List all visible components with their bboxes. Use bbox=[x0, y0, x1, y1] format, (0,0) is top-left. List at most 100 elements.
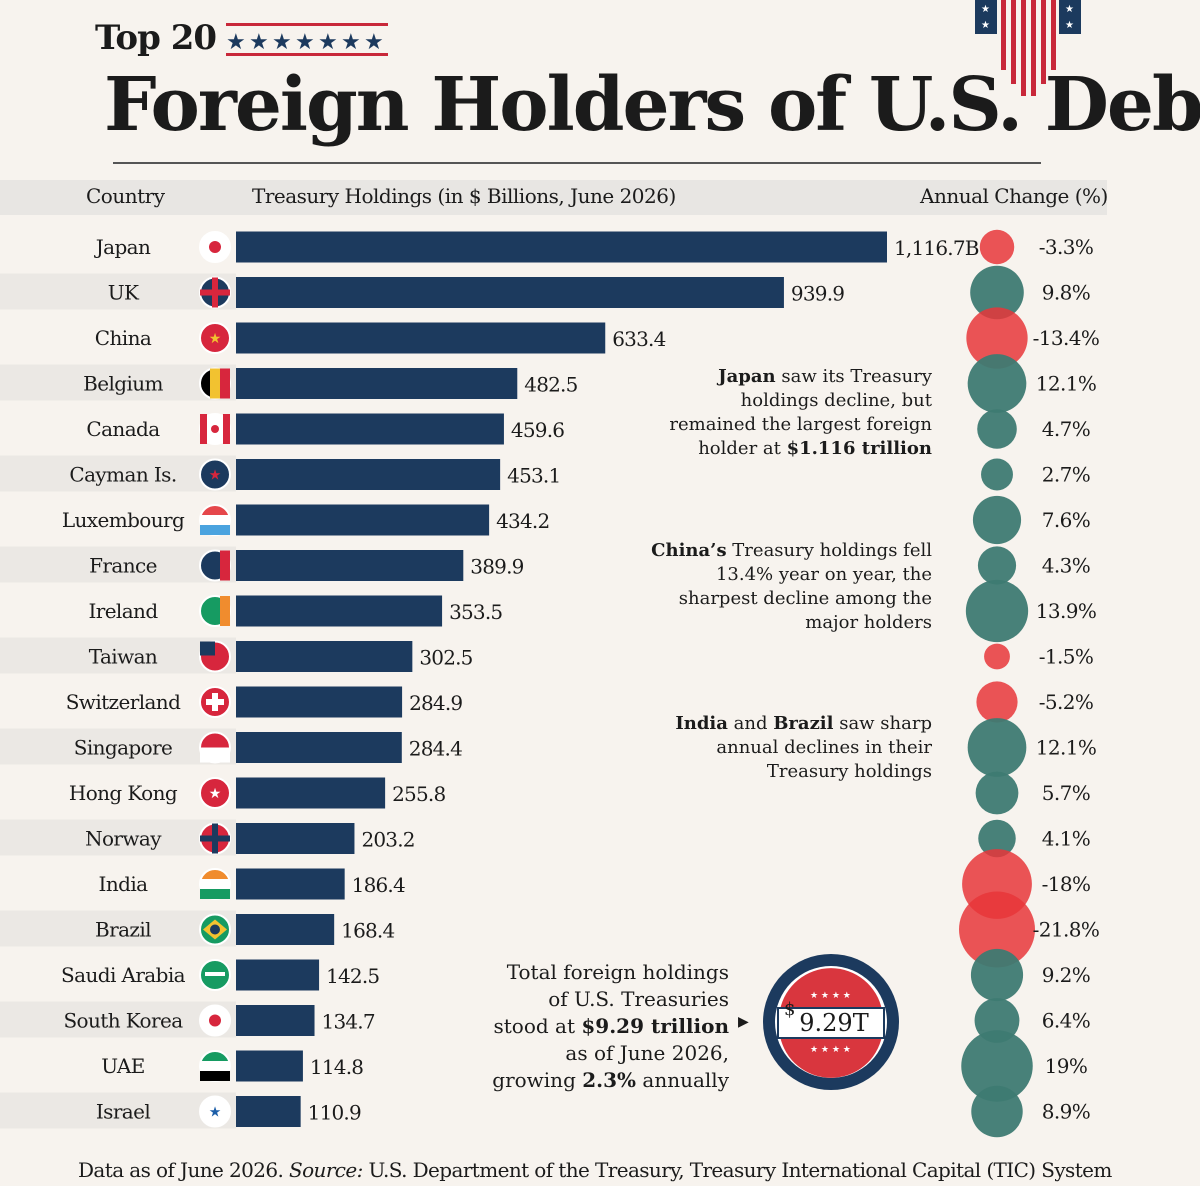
column-header-change: Annual Change (%) bbox=[920, 184, 1108, 208]
annotation-india-text: saw sharp bbox=[833, 713, 932, 734]
row-stripe-brazil bbox=[0, 910, 236, 947]
uae-flag-icon bbox=[199, 1050, 231, 1082]
bar-china bbox=[236, 322, 606, 354]
svg-text:★: ★ bbox=[209, 468, 222, 484]
row-stripe-uk bbox=[0, 273, 236, 310]
country-label-norway: Norway bbox=[85, 827, 162, 851]
value-label-taiwan: 302.5 bbox=[419, 646, 472, 670]
change-label-switzerland: -5.2% bbox=[1039, 690, 1094, 714]
svg-text:★: ★ bbox=[341, 30, 361, 55]
svg-text:★: ★ bbox=[226, 30, 246, 55]
svg-text:★: ★ bbox=[981, 20, 990, 31]
annotation-japan-line3: remained the largest foreign bbox=[669, 414, 932, 435]
value-label-brazil: 168.4 bbox=[341, 919, 394, 943]
country-label-uk: UK bbox=[108, 281, 140, 305]
france-flag-icon bbox=[199, 549, 231, 582]
annotation-japan: Japan saw its Treasury holdings decline,… bbox=[669, 365, 932, 461]
annotation-brazil-bold: Brazil bbox=[773, 713, 834, 734]
value-label-singapore: 284.4 bbox=[409, 737, 462, 761]
change-label-israel: 8.9% bbox=[1042, 1100, 1090, 1124]
change-bubble-cayman-is bbox=[981, 458, 1013, 491]
annotation-japan-line2: holdings decline, but bbox=[740, 390, 932, 411]
india-flag-icon bbox=[199, 868, 231, 900]
country-label-hong-kong: Hong Kong bbox=[69, 781, 178, 805]
bar-india bbox=[236, 868, 345, 900]
change-bubble-luxembourg bbox=[972, 495, 1022, 545]
change-label-hong-kong: 5.7% bbox=[1042, 781, 1090, 805]
change-label-south-korea: 6.4% bbox=[1042, 1009, 1090, 1033]
annotation-china: China’s Treasury holdings fell 13.4% yea… bbox=[651, 539, 932, 635]
change-bubble-uk bbox=[970, 265, 1024, 320]
row-stripe-israel bbox=[0, 1092, 236, 1129]
footer-source-label: Source: bbox=[289, 1158, 363, 1182]
stars-banner-icon: ★ ★ ★ ★ ★ ★ ★ bbox=[226, 23, 388, 56]
bar-switzerland bbox=[236, 686, 403, 718]
total-badge-value: 9.29T bbox=[799, 1009, 868, 1037]
svg-text:★: ★ bbox=[209, 786, 222, 802]
country-label-israel: Israel bbox=[96, 1100, 150, 1124]
svg-text:★: ★ bbox=[209, 1105, 222, 1121]
change-bubble-uae bbox=[961, 1030, 1033, 1102]
change-bubble-taiwan bbox=[984, 643, 1010, 670]
annotation-india-and: and bbox=[727, 713, 774, 734]
total-line3: stood at bbox=[493, 1014, 582, 1038]
footer-source: Data as of June 2026. Source: U.S. Depar… bbox=[78, 1158, 1112, 1182]
hong-kong-flag-icon: ★ bbox=[199, 777, 231, 809]
change-label-luxembourg: 7.6% bbox=[1042, 508, 1090, 532]
change-label-singapore: 12.1% bbox=[1036, 736, 1097, 760]
bar-uk bbox=[236, 277, 784, 308]
annotation-japan-amount: $1.116 trillion bbox=[786, 438, 932, 459]
switzerland-flag-icon bbox=[199, 686, 231, 718]
change-label-japan: -3.3% bbox=[1039, 235, 1094, 259]
svg-text:★: ★ bbox=[295, 30, 315, 55]
svg-text:★ ★ ★ ★: ★ ★ ★ ★ bbox=[810, 991, 851, 1001]
bar-hong-kong bbox=[236, 777, 386, 809]
change-bubble-brazil bbox=[959, 891, 1035, 968]
country-label-japan: Japan bbox=[94, 235, 151, 259]
change-label-uae: 19% bbox=[1045, 1054, 1088, 1078]
total-arrow-icon: ▶ bbox=[738, 1014, 749, 1030]
value-label-ireland: 353.5 bbox=[449, 600, 502, 624]
kicker-title: Top 20 bbox=[95, 18, 217, 58]
change-bubble-ireland bbox=[965, 579, 1029, 643]
svg-text:★: ★ bbox=[364, 30, 384, 55]
israel-flag-icon: ★ bbox=[199, 1095, 231, 1128]
uk-flag-icon bbox=[199, 276, 231, 309]
bar-france bbox=[236, 550, 464, 581]
china-flag-icon: ★ bbox=[199, 322, 231, 354]
total-line4: as of June 2026, bbox=[565, 1041, 729, 1065]
country-label-canada: Canada bbox=[86, 417, 160, 441]
norway-flag-icon bbox=[199, 822, 231, 855]
annotation-china-line3: sharpest decline among the bbox=[678, 588, 932, 609]
footer-source-text: U.S. Department of the Treasury, Treasur… bbox=[362, 1158, 1113, 1182]
value-label-uae: 114.8 bbox=[310, 1055, 363, 1079]
country-label-uae: UAE bbox=[101, 1054, 144, 1078]
annotation-india-bold: India bbox=[675, 713, 728, 734]
change-bubble-switzerland bbox=[976, 681, 1018, 723]
bar-saudi-arabia bbox=[236, 959, 320, 991]
change-bubble-south-korea bbox=[974, 998, 1020, 1043]
change-bubble-saudi-arabia bbox=[970, 948, 1024, 1002]
bar-singapore bbox=[236, 732, 402, 763]
change-label-cayman-is: 2.7% bbox=[1042, 463, 1090, 487]
luxembourg-flag-icon bbox=[199, 504, 231, 536]
bar-cayman-is bbox=[236, 459, 501, 490]
change-label-france: 4.3% bbox=[1042, 554, 1090, 578]
south-korea-flag-icon bbox=[199, 1004, 231, 1037]
country-label-france: France bbox=[89, 554, 157, 578]
annotation-china-bold: China’s bbox=[651, 540, 727, 561]
change-label-taiwan: -1.5% bbox=[1039, 645, 1094, 669]
country-label-taiwan: Taiwan bbox=[89, 645, 158, 669]
column-header-band bbox=[0, 180, 1107, 215]
annotation-japan-line4: holder at bbox=[698, 438, 787, 459]
svg-text:★ ★ ★ ★: ★ ★ ★ ★ bbox=[810, 1045, 851, 1055]
value-label-israel: 110.9 bbox=[308, 1101, 361, 1125]
belgium-flag-icon bbox=[199, 367, 231, 400]
change-bubble-norway bbox=[978, 819, 1016, 858]
svg-text:★: ★ bbox=[318, 30, 338, 55]
singapore-flag-icon bbox=[199, 731, 231, 764]
change-bubble-hong-kong bbox=[975, 771, 1019, 815]
total-line1: Total foreign holdings bbox=[506, 960, 729, 984]
bar-uae bbox=[236, 1050, 303, 1082]
bar-ireland bbox=[236, 595, 443, 627]
